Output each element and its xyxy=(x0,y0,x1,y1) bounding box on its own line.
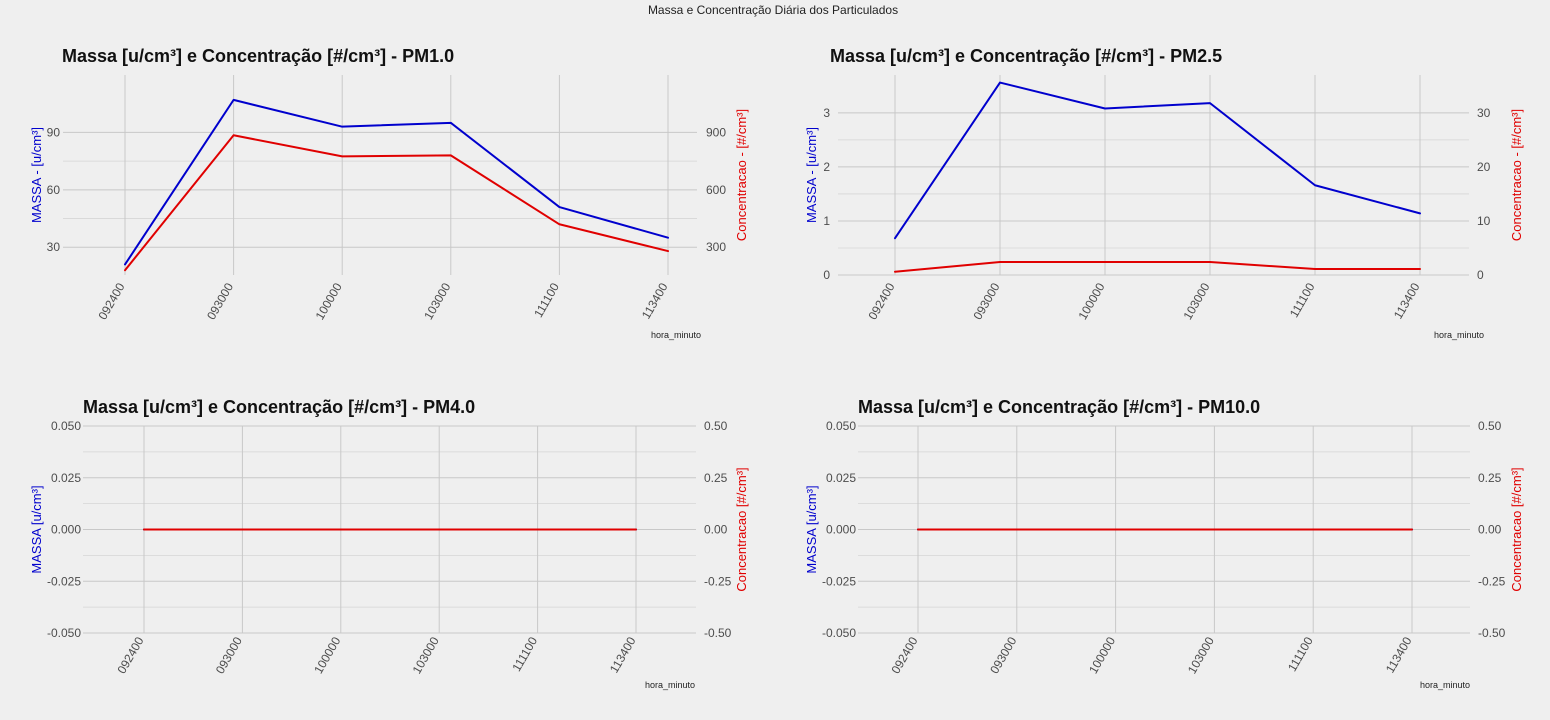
y-left-tick-label: 0.000 xyxy=(826,523,856,537)
y-right-tick-label: 10 xyxy=(1477,214,1491,228)
y-right-tick-label: -0.50 xyxy=(1478,626,1506,640)
y-right-tick-label: 20 xyxy=(1477,160,1491,174)
y-right-tick-label: 900 xyxy=(706,125,726,139)
y-left-tick-label: 60 xyxy=(47,183,61,197)
y-right-tick-label: 30 xyxy=(1477,106,1491,120)
y-right-axis-label: Concentracao - [#/cm³] xyxy=(734,109,749,241)
y-right-axis-label: Concentracao [#/cm³] xyxy=(734,467,749,591)
series-line-concentracao xyxy=(894,261,1421,273)
y-left-axis-label: MASSA [u/cm³] xyxy=(804,485,819,573)
y-right-tick-label: 0.25 xyxy=(704,471,728,485)
y-left-axis-label: MASSA - [u/cm³] xyxy=(29,127,44,223)
y-right-tick-label: 0.00 xyxy=(1478,523,1502,537)
series-line-massa xyxy=(894,81,1421,240)
y-left-tick-label: -0.050 xyxy=(47,626,81,640)
y-left-tick-label: 0.000 xyxy=(51,523,81,537)
series-line-massa xyxy=(124,98,669,266)
x-axis-label: hora_minuto xyxy=(651,330,701,340)
x-axis-label: hora_minuto xyxy=(1434,330,1484,340)
y-left-tick-label: 3 xyxy=(823,106,830,120)
y-right-tick-label: 0.25 xyxy=(1478,471,1502,485)
y-left-tick-label: 0.050 xyxy=(51,419,81,433)
y-right-tick-label: -0.50 xyxy=(704,626,732,640)
y-right-tick-label: -0.25 xyxy=(704,574,732,588)
y-left-tick-label: 90 xyxy=(47,125,61,139)
x-axis-label: hora_minuto xyxy=(645,680,695,690)
y-left-tick-label: 30 xyxy=(47,240,61,254)
y-left-tick-label: 1 xyxy=(823,214,830,228)
y-right-tick-label: -0.25 xyxy=(1478,574,1506,588)
y-left-tick-label: 0.025 xyxy=(51,471,81,485)
panel-title: Massa [u/cm³] e Concentração [#/cm³] - P… xyxy=(858,397,1260,417)
panel-title: Massa [u/cm³] e Concentração [#/cm³] - P… xyxy=(830,46,1222,66)
y-left-tick-label: -0.025 xyxy=(47,574,81,588)
y-left-tick-label: -0.025 xyxy=(822,574,856,588)
y-left-tick-label: 0.025 xyxy=(826,471,856,485)
y-left-axis-label: MASSA - [u/cm³] xyxy=(804,127,819,223)
page-title: Massa e Concentração Diária dos Particul… xyxy=(648,3,898,17)
panel-title: Massa [u/cm³] e Concentração [#/cm³] - P… xyxy=(62,46,454,66)
y-left-axis-label: MASSA [u/cm³] xyxy=(29,485,44,573)
y-left-tick-label: 2 xyxy=(823,160,830,174)
y-right-tick-label: 600 xyxy=(706,183,726,197)
y-right-axis-label: Concentracao - [#/cm³] xyxy=(1509,109,1524,241)
y-right-tick-label: 0.50 xyxy=(704,419,728,433)
y-left-tick-label: 0 xyxy=(823,268,830,282)
y-left-tick-label: -0.050 xyxy=(822,626,856,640)
y-right-tick-label: 0 xyxy=(1477,268,1484,282)
y-left-tick-label: 0.050 xyxy=(826,419,856,433)
series-line-concentracao xyxy=(124,134,669,272)
x-axis-label: hora_minuto xyxy=(1420,680,1470,690)
panel-title: Massa [u/cm³] e Concentração [#/cm³] - P… xyxy=(83,397,475,417)
y-right-tick-label: 300 xyxy=(706,240,726,254)
y-right-tick-label: 0.50 xyxy=(1478,419,1502,433)
y-right-axis-label: Concentracao [#/cm³] xyxy=(1509,467,1524,591)
y-right-tick-label: 0.00 xyxy=(704,523,728,537)
